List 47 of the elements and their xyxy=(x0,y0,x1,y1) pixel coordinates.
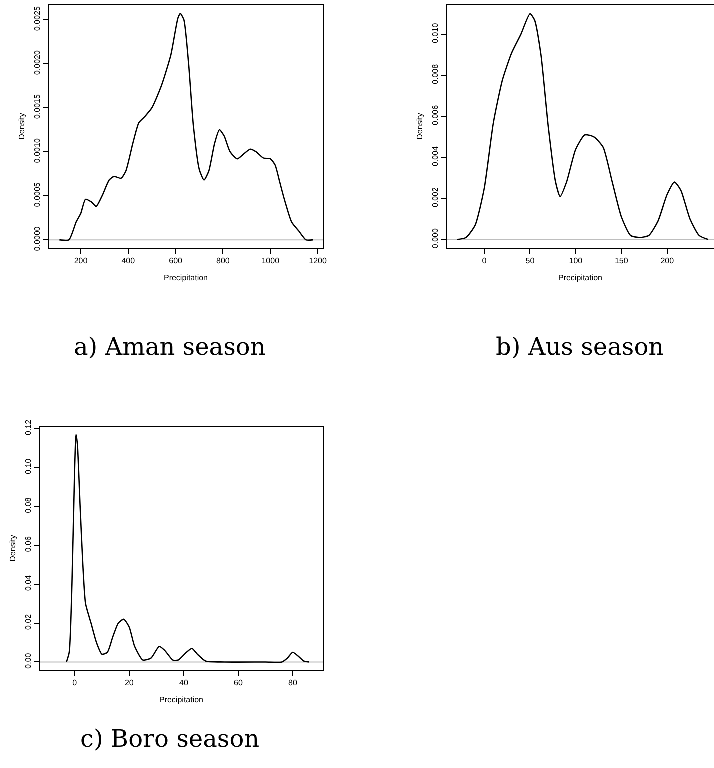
line-series xyxy=(456,13,710,240)
x-tick-label: 800 xyxy=(216,256,230,266)
x-tick-label: 100 xyxy=(569,256,584,266)
y-axis-title: Density xyxy=(8,535,18,562)
y-axis-title: Density xyxy=(18,113,26,140)
line-series xyxy=(59,13,314,242)
x-tick-label: 400 xyxy=(122,256,136,266)
y-tick-label: 0.0020 xyxy=(32,50,42,76)
y-tick-label: 0.008 xyxy=(430,64,440,84)
y-tick-label: 0.0005 xyxy=(32,182,42,208)
x-tick-label: 0 xyxy=(482,256,488,266)
y-tick-label: 0.006 xyxy=(430,104,440,126)
y-tick-label: 0.0025 xyxy=(32,6,42,32)
y-tick-label: 0.0000 xyxy=(32,226,42,252)
y-tick-label: 0.04 xyxy=(24,574,33,592)
y-tick-label: 0.06 xyxy=(24,536,33,552)
y-tick-label: 0.08 xyxy=(24,497,33,514)
x-tick-label: 50 xyxy=(526,256,536,266)
x-tick-label: 600 xyxy=(169,256,184,266)
y-tick-label: 0.10 xyxy=(24,458,33,474)
x-tick-label: 80 xyxy=(288,678,298,688)
y-tick-label: 0.002 xyxy=(430,186,440,208)
y-tick-label: 0.0010 xyxy=(32,138,42,164)
x-tick-label: 200 xyxy=(660,256,675,266)
x-axis-title: Precipitation xyxy=(558,274,603,283)
y-axis-title: Density xyxy=(416,113,424,140)
text: a) Aman season xyxy=(74,333,266,361)
x-tick-label: 150 xyxy=(614,256,629,266)
x-tick-label: 1200 xyxy=(309,256,328,266)
y-tick-label: 0.00 xyxy=(24,652,33,669)
x-tick-label: 20 xyxy=(124,678,134,688)
x-tick-label: 200 xyxy=(74,256,88,266)
y-tick-label: 0.02 xyxy=(24,614,33,630)
text: c) Boro season xyxy=(80,725,260,753)
x-tick-label: 40 xyxy=(179,678,189,688)
x-tick-label: 1000 xyxy=(262,256,280,266)
text: b) Aus season xyxy=(496,333,664,361)
y-tick-label: 0.000 xyxy=(430,228,440,249)
y-tick-label: 0.010 xyxy=(430,22,440,44)
x-axis-title: Precipitation xyxy=(164,274,208,283)
x-tick-label: 60 xyxy=(234,678,244,688)
line-series xyxy=(66,434,310,664)
x-tick-label: 0 xyxy=(72,678,78,688)
x-axis-title: Precipitation xyxy=(159,696,204,705)
y-tick-label: 0.12 xyxy=(24,419,33,436)
y-tick-label: 0.004 xyxy=(430,146,440,167)
y-tick-label: 0.0015 xyxy=(32,94,42,120)
